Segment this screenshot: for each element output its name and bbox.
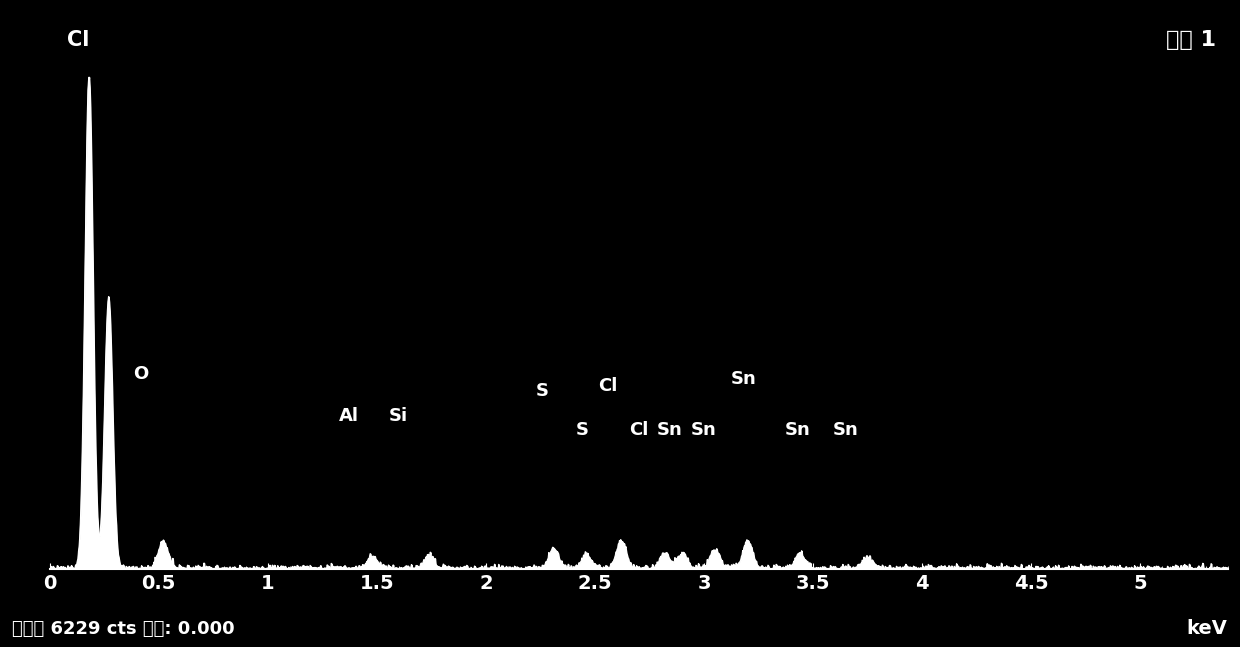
Text: 满里程 6229 cts 光标: 0.000: 满里程 6229 cts 光标: 0.000 [12,620,236,638]
Text: Sn: Sn [785,421,811,439]
Text: Cl: Cl [599,377,618,395]
Text: Cl: Cl [67,30,89,50]
Text: Sn: Sn [691,421,717,439]
Text: Sn: Sn [730,369,756,388]
Text: Si: Si [389,406,408,424]
Text: O: O [134,365,149,383]
Text: S: S [536,382,549,400]
Text: Cl: Cl [629,421,649,439]
Text: Al: Al [339,406,358,424]
Text: keV: keV [1187,619,1228,638]
Text: Sn: Sn [833,421,859,439]
Text: 谱图 1: 谱图 1 [1166,30,1215,50]
Text: Sn: Sn [656,421,682,439]
Text: S: S [575,421,589,439]
